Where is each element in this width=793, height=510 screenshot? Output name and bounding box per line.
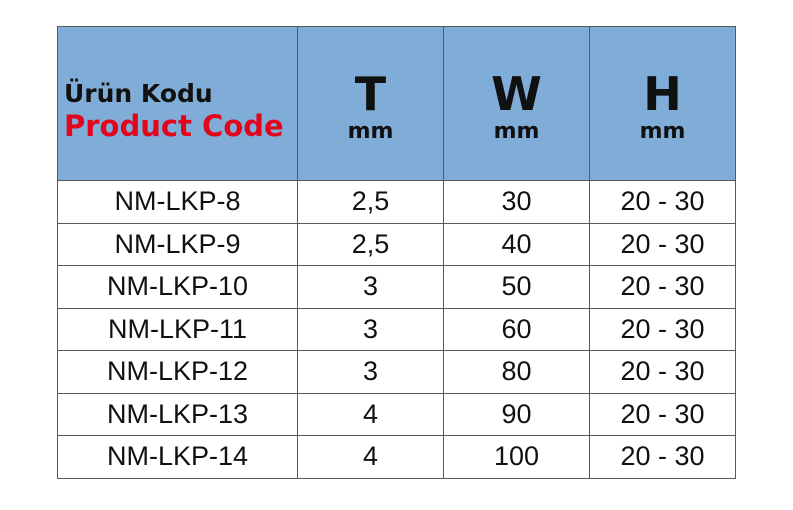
product-code-cell: NM-LKP-11 (57, 307, 298, 351)
w-cell: 100 (443, 435, 590, 479)
header-unit: mm (639, 118, 686, 144)
product-code-label-tr: Ürün Kodu (64, 78, 213, 108)
w-cell: 40 (443, 222, 590, 266)
header-row: Ürün Kodu Product Code T mm W mm H mm (57, 26, 736, 181)
header-unit: mm (347, 118, 394, 144)
table-row: NM-LKP-10 3 50 20 - 30 (57, 265, 736, 309)
h-cell: 20 - 30 (589, 222, 736, 266)
product-code-cell: NM-LKP-13 (57, 392, 298, 436)
table-row: NM-LKP-13 4 90 20 - 30 (57, 392, 736, 436)
header-unit: mm (493, 118, 540, 144)
w-cell: 60 (443, 307, 590, 351)
t-cell: 3 (297, 307, 444, 351)
product-code-label-en: Product Code (64, 108, 284, 143)
table-row: NM-LKP-11 3 60 20 - 30 (57, 307, 736, 351)
product-code-cell: NM-LKP-9 (57, 222, 298, 266)
t-cell: 4 (297, 392, 444, 436)
header-symbol: T (354, 66, 387, 121)
product-code-cell: NM-LKP-12 (57, 350, 298, 394)
h-cell: 20 - 30 (589, 180, 736, 224)
w-cell: 80 (443, 350, 590, 394)
header-symbol: H (643, 66, 682, 121)
table-row: NM-LKP-9 2,5 40 20 - 30 (57, 222, 736, 266)
h-cell: 20 - 30 (589, 392, 736, 436)
w-cell: 50 (443, 265, 590, 309)
w-cell: 90 (443, 392, 590, 436)
t-cell: 3 (297, 350, 444, 394)
header-h: H mm (589, 26, 736, 181)
header-product-code: Ürün Kodu Product Code (57, 26, 298, 181)
h-cell: 20 - 30 (589, 307, 736, 351)
h-cell: 20 - 30 (589, 435, 736, 479)
header-symbol: W (491, 66, 542, 121)
h-cell: 20 - 30 (589, 350, 736, 394)
t-cell: 2,5 (297, 180, 444, 224)
product-code-cell: NM-LKP-10 (57, 265, 298, 309)
header-w: W mm (443, 26, 590, 181)
table-row: NM-LKP-14 4 100 20 - 30 (57, 435, 736, 479)
product-code-cell: NM-LKP-14 (57, 435, 298, 479)
h-cell: 20 - 30 (589, 265, 736, 309)
table-row: NM-LKP-12 3 80 20 - 30 (57, 350, 736, 394)
product-code-cell: NM-LKP-8 (57, 180, 298, 224)
w-cell: 30 (443, 180, 590, 224)
t-cell: 2,5 (297, 222, 444, 266)
header-t: T mm (297, 26, 444, 181)
t-cell: 4 (297, 435, 444, 479)
product-spec-table: Ürün Kodu Product Code T mm W mm H mm NM… (57, 26, 736, 479)
table-row: NM-LKP-8 2,5 30 20 - 30 (57, 180, 736, 224)
t-cell: 3 (297, 265, 444, 309)
